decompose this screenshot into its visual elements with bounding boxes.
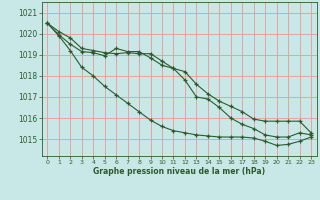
X-axis label: Graphe pression niveau de la mer (hPa): Graphe pression niveau de la mer (hPa) bbox=[93, 167, 265, 176]
